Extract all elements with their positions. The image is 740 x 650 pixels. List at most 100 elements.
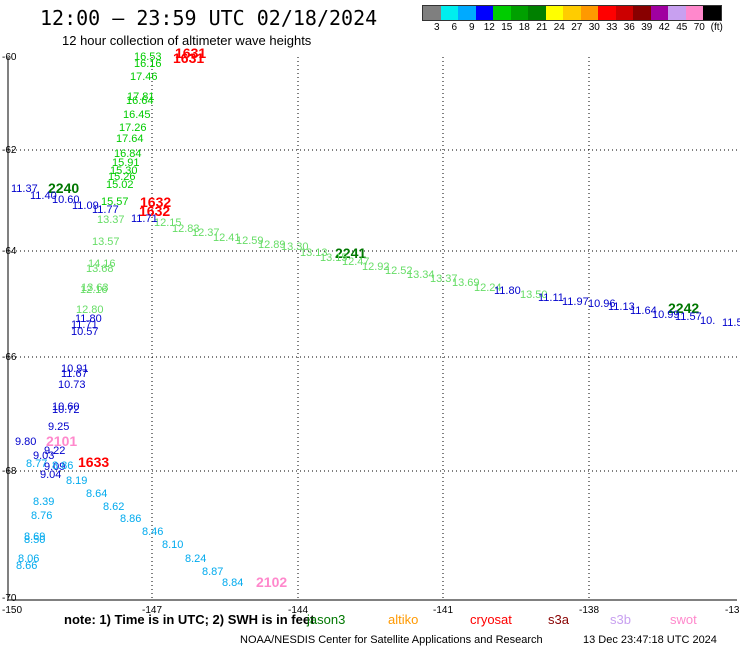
wave-height-reading: 12.80: [76, 304, 104, 316]
pass-label: 2242: [668, 300, 699, 316]
wave-height-reading: 16.64: [126, 95, 154, 107]
lat-tick-label: -70: [2, 593, 17, 604]
legend-swatch: [668, 6, 686, 20]
wave-height-reading: 8.64: [86, 488, 107, 500]
wave-height-reading: 10.57: [71, 326, 99, 338]
wave-height-reading: 12.16: [80, 284, 108, 296]
lon-tick-label: -141: [433, 605, 453, 616]
wave-height-reading: 9.04: [40, 469, 61, 481]
wave-height-reading: 13.68: [86, 263, 114, 275]
legend-swatch: [545, 6, 563, 20]
pass-label: 1633: [78, 454, 109, 470]
wave-height-reading: 13.13: [300, 247, 328, 259]
wave-height-reading: 17.81: [127, 91, 155, 103]
wave-height-reading: 8.86: [120, 513, 141, 525]
legend-swatch: [650, 6, 668, 20]
credit-line: NOAA/NESDIS Center for Satellite Applica…: [240, 634, 543, 646]
footer-note: note: 1) Time is in UTC; 2) SWH is in fe…: [64, 612, 315, 627]
wave-height-reading: 8.87: [202, 566, 223, 578]
pass-label: 2241: [335, 245, 366, 261]
wave-height-reading: 12.89: [258, 239, 286, 251]
wave-height-reading: 11.64: [630, 305, 657, 317]
wave-height-reading: 16.16: [134, 58, 162, 70]
wave-height-reading: 15.91: [112, 157, 140, 169]
wave-height-reading: 11.67: [61, 368, 88, 380]
legend-label: 21: [536, 22, 548, 33]
wave-height-reading: 13.15: [320, 252, 348, 264]
wave-height-reading: 13.57: [92, 236, 120, 248]
legend-label: 36: [623, 22, 635, 33]
wave-height-reading: 13.34: [407, 269, 435, 281]
wave-height-reading: 10.99: [652, 309, 680, 321]
wave-height-reading: 9.22: [44, 445, 65, 457]
legend-label: 42: [658, 22, 670, 33]
wave-height-reading: 13.69: [452, 277, 480, 289]
wave-height-reading: 11.57: [675, 311, 702, 323]
pass-label: 2102: [256, 574, 287, 590]
wave-height-reading: 11.80: [75, 313, 102, 325]
legend-swatch: [440, 6, 458, 20]
wave-height-reading: 8.84: [222, 577, 243, 589]
legend-swatch: [475, 6, 493, 20]
legend-label: 12: [483, 22, 495, 33]
wave-height-reading: 10.91: [61, 363, 89, 375]
wave-height-reading: 10.73: [58, 379, 86, 391]
legend-label: 70: [693, 22, 705, 33]
wave-height-reading: 13.37: [430, 273, 458, 285]
wave-height-reading: 13.37: [97, 214, 125, 226]
wave-height-reading: 15.26: [108, 171, 136, 183]
satellite-jason3: jason3: [307, 612, 346, 627]
color-scale-legend: [422, 5, 722, 21]
wave-height-reading: 15.30: [110, 165, 138, 177]
page-title: 12:00 — 23:59 UTC 02/18/2024: [40, 6, 378, 30]
wave-height-reading: 8.86: [52, 460, 73, 472]
satellite-s3a: s3a: [548, 612, 569, 627]
wave-height-reading: 8.46: [142, 526, 163, 538]
wave-height-reading: 11.09: [72, 200, 99, 212]
wave-height-reading: 8.69: [24, 531, 45, 543]
pass-label-overprint: 1632: [139, 203, 170, 219]
wave-height-reading: 16.84: [114, 148, 142, 160]
wave-height-reading: 8.76: [31, 510, 52, 522]
lon-tick-label: -147: [142, 605, 162, 616]
wave-height-reading: 12.41: [213, 232, 241, 244]
pass-label: 1631: [173, 50, 204, 66]
legend-label: 33: [606, 22, 618, 33]
legend-label: 24: [553, 22, 565, 33]
legend-swatch: [580, 6, 598, 20]
wave-height-reading: 10.96: [588, 298, 616, 310]
legend-label: 27: [571, 22, 583, 33]
wave-height-reading: 15.02: [106, 179, 134, 191]
legend-swatch: [493, 6, 511, 20]
wave-height-reading: 17.46: [130, 71, 158, 83]
lon-tick-label: -150: [2, 605, 22, 616]
wave-height-reading: 11.40: [30, 190, 57, 202]
wave-height-reading: 12.83: [172, 223, 200, 235]
pass-label: 2240: [48, 180, 79, 196]
lat-tick-label: -64: [2, 246, 17, 257]
satellite-swot: swot: [670, 612, 697, 627]
wave-height-reading: 16.45: [123, 109, 151, 121]
wave-height-reading: 11.71: [131, 213, 158, 225]
wave-height-reading: 17.26: [119, 122, 147, 134]
wave-height-reading: 12.92: [362, 261, 390, 273]
satellite-cryosat: cryosat: [470, 612, 512, 627]
wave-height-reading: 8.24: [185, 553, 206, 565]
wave-height-reading: 12.24: [474, 282, 502, 294]
wave-height-reading: 8.06: [18, 553, 39, 565]
legend-label: 45: [676, 22, 688, 33]
wave-height-reading: 13.63: [81, 282, 109, 294]
wave-height-reading: 8.19: [66, 475, 87, 487]
wave-height-reading: 8.10: [162, 539, 183, 551]
legend-swatch: [423, 6, 441, 20]
wave-height-reading: 8.50: [24, 534, 45, 546]
generated-timestamp: 13 Dec 23:47:18 UTC 2024: [583, 634, 717, 646]
wave-height-reading: 8.39: [33, 496, 54, 508]
legend-label: 39: [641, 22, 653, 33]
lon-tick-label: -13: [725, 605, 740, 616]
wave-height-reading: 11.97: [562, 296, 589, 308]
wave-height-reading: 9.80: [15, 436, 36, 448]
legend-label: 30: [588, 22, 600, 33]
